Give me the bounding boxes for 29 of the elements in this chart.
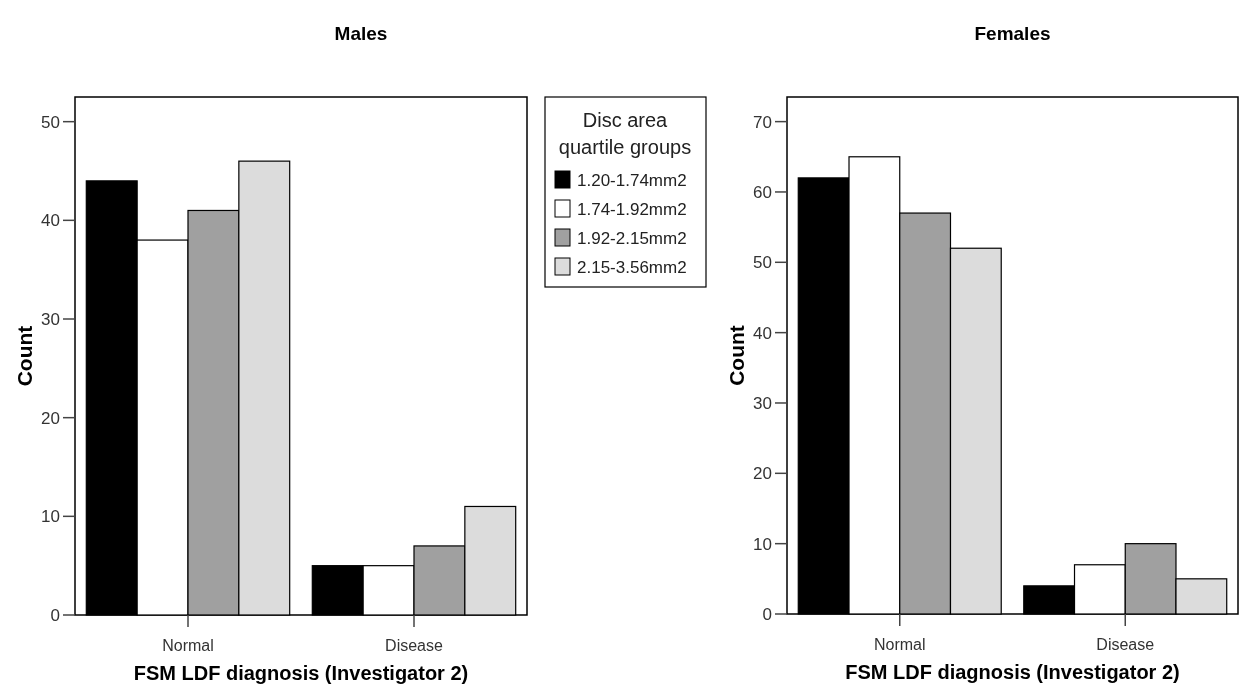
y-tick-label: 20 (753, 464, 772, 484)
y-tick-label: 0 (762, 605, 772, 624)
legend-label: 1.20-1.74mm2 (577, 171, 687, 190)
y-axis-title: Count (13, 325, 36, 387)
x-tick-label: Normal (873, 636, 926, 653)
x-tick-label: Disease (385, 637, 443, 654)
y-tick-label: 10 (41, 507, 60, 527)
legend-label: 1.74-1.92mm2 (577, 200, 687, 219)
legend-label: 2.15-3.56mm2 (577, 258, 687, 277)
y-tick-label: 40 (41, 211, 60, 231)
x-axis-title: FSM LDF diagnosis (Investigator 2) (133, 662, 469, 684)
y-tick-label: 70 (753, 112, 772, 132)
y-tick-label: 10 (753, 534, 772, 554)
y-tick-label: 0 (50, 606, 60, 625)
legend-title: Disc area quartile groups (558, 109, 692, 158)
x-axis-title: FSM LDF diagnosis (Investigator 2) (845, 661, 1180, 683)
y-tick-label: 30 (753, 393, 772, 413)
y-tick-label: 60 (753, 182, 772, 202)
chart-title: Males (334, 23, 388, 44)
y-tick-label: 30 (41, 310, 60, 329)
legend-label: 1.92-2.15mm2 (577, 229, 687, 248)
chart-title: Females (974, 23, 1051, 44)
y-tick-label: 50 (41, 112, 60, 132)
y-axis-title: Count (725, 325, 748, 386)
y-tick-label: 20 (41, 408, 60, 428)
y-tick-label: 40 (753, 323, 772, 343)
x-tick-label: Normal (162, 637, 214, 654)
x-tick-label: Disease (1096, 636, 1155, 653)
y-tick-label: 50 (753, 253, 772, 273)
